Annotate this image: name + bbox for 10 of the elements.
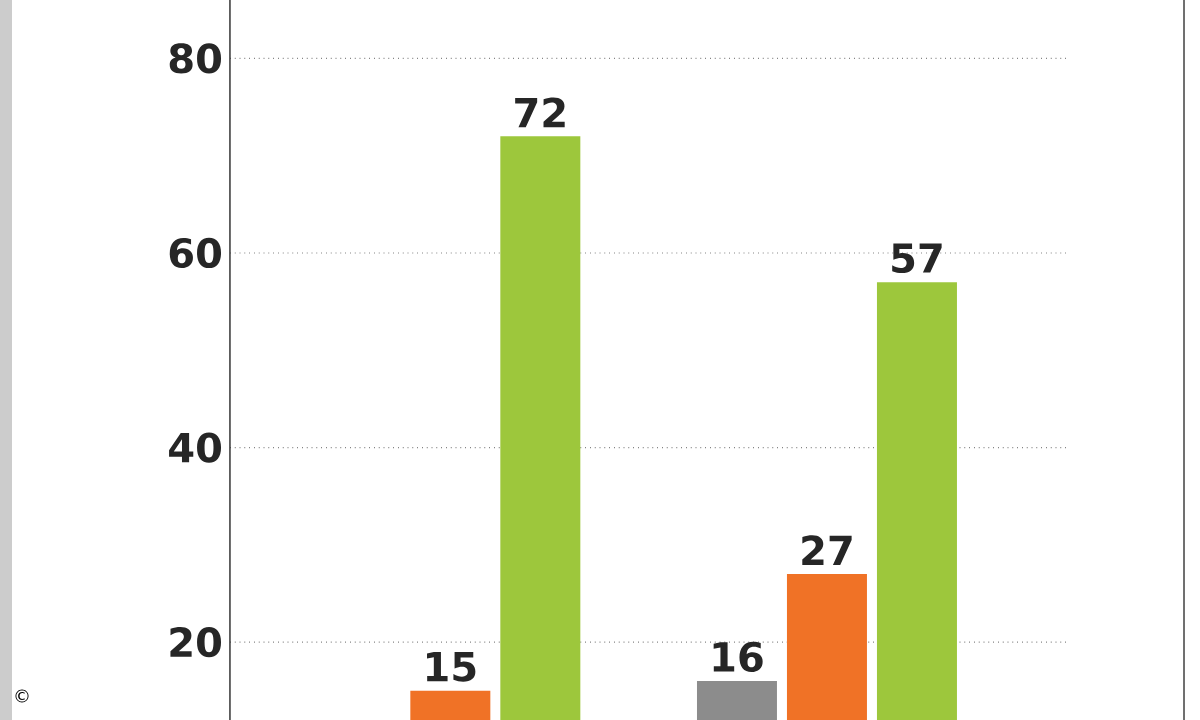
y-tick-label: 20 (170, 627, 222, 658)
text: © (15, 689, 29, 703)
y-tick-label: 40 (169, 432, 222, 463)
data-label: 57 (892, 243, 942, 274)
data-label: 27 (802, 535, 852, 565)
data-label: 16 (713, 641, 763, 673)
data-label: 72 (515, 97, 565, 128)
y-tick-label: 80 (169, 43, 222, 74)
data-label: 15 (427, 652, 476, 682)
y-tick-label: 60 (169, 237, 222, 269)
